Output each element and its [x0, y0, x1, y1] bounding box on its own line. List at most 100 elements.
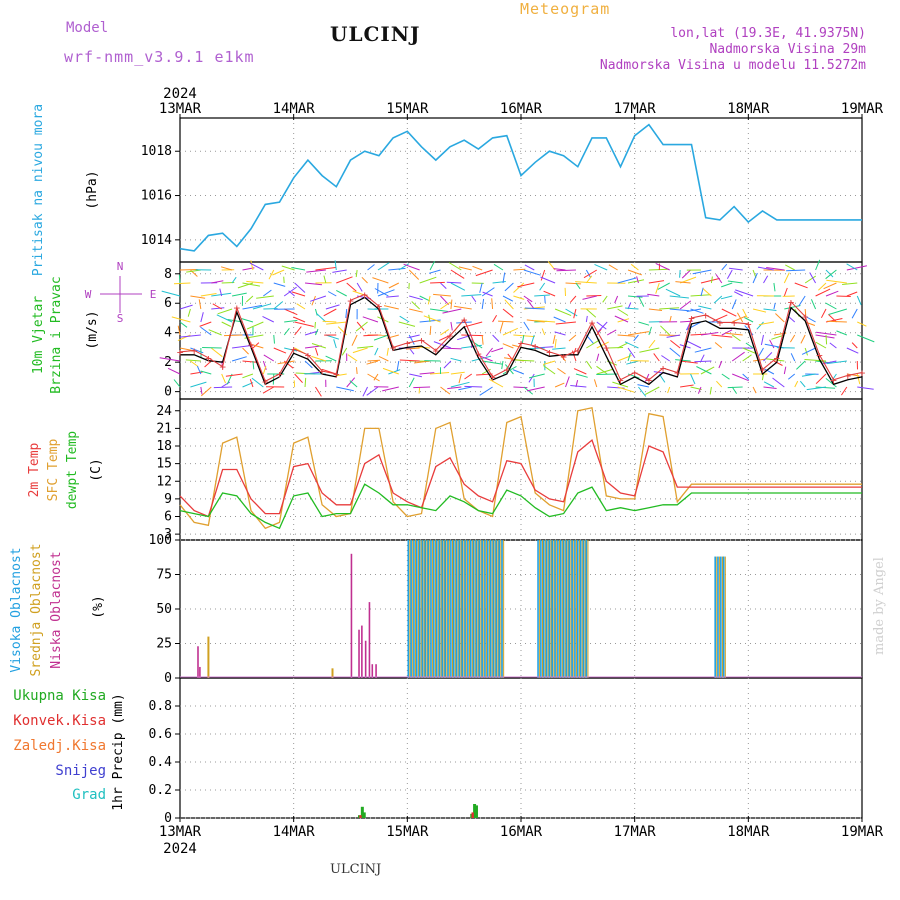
wind-barb: [216, 314, 233, 323]
wind-barb: [475, 269, 493, 277]
wind-barb: [614, 295, 619, 304]
wind-barb: [481, 287, 495, 297]
wind-barb: [296, 303, 306, 310]
high-cloud-ylabel: Visoka Oblacnost: [9, 547, 24, 672]
wind-barb: [763, 308, 777, 311]
wind-barb: [815, 288, 831, 297]
wind-barb: [396, 360, 400, 371]
wind-barb: [857, 321, 867, 327]
wind-barb: [408, 334, 415, 345]
wind-barb: [725, 332, 743, 336]
wind-gust-marker: +: [234, 302, 241, 315]
wind-barb: [787, 373, 796, 380]
wind-barb: [491, 298, 494, 310]
wind-barb: [657, 282, 670, 290]
wind-barb: [521, 334, 525, 344]
wind-ylabel: 10m Vjetar: [31, 296, 46, 374]
wind-barb: [575, 282, 581, 290]
wind-barb: [419, 372, 435, 375]
wind-barb: [856, 373, 861, 385]
wind-gust-marker: +: [674, 366, 681, 379]
wind-gust-marker: +: [844, 369, 851, 382]
wind-barb: [554, 331, 566, 336]
wind-barb: [250, 260, 254, 271]
wind-barb: [568, 334, 577, 342]
wind-gust-marker: +: [646, 374, 653, 387]
wind-barb: [727, 386, 743, 389]
wind-barb: [732, 315, 747, 323]
wind-barb: [464, 373, 473, 380]
wind-barb: [851, 308, 858, 319]
wind-barb: [846, 263, 858, 271]
wind-barb: [818, 282, 827, 291]
wind-barb: [430, 281, 445, 284]
wind-barb: [698, 305, 712, 310]
pressure-frame: [179, 117, 863, 263]
wind-barb: [655, 262, 670, 271]
wind-barb: [633, 334, 639, 342]
wind-barb: [221, 321, 232, 327]
wind-barb: [471, 295, 477, 303]
wind-barb: [179, 269, 198, 271]
wind-barb: [294, 373, 303, 384]
wind-barb: [456, 321, 472, 324]
precip-ytick-label: 0.6: [149, 727, 172, 742]
wind-barb: [565, 376, 570, 388]
wind-barb: [804, 275, 816, 284]
wind-barb: [742, 347, 757, 355]
wind-barb: [336, 289, 347, 297]
wind-gust-marker: +: [631, 366, 638, 379]
wind-barb: [541, 328, 546, 336]
wind-barb: [293, 316, 306, 323]
wind-barb: [273, 347, 287, 354]
wind-barb: [607, 347, 624, 349]
wind-barb: [263, 289, 272, 297]
model-label: Model: [66, 20, 109, 36]
wind-barb: [413, 386, 431, 389]
wind-barb: [476, 373, 493, 376]
footer-location: ULCINJ: [330, 862, 382, 877]
wind-barb: [440, 347, 462, 350]
wind-barb: [573, 308, 577, 319]
wind-barb: [675, 359, 691, 362]
wind-barb: [502, 272, 506, 284]
wind-barb: [479, 386, 493, 396]
wind-barb: [553, 316, 566, 323]
wind-barb: [630, 263, 639, 271]
wind-barb: [479, 282, 483, 293]
wind-barb: [721, 263, 728, 271]
total-precip-bar: [362, 812, 366, 818]
wind-barb: [256, 295, 274, 299]
wind-barb: [491, 347, 504, 353]
wind-barb: [783, 287, 788, 297]
wind-barb: [772, 377, 785, 388]
compass-north: N: [117, 260, 124, 273]
wind-barb: [284, 347, 298, 352]
wind-barb: [816, 331, 837, 336]
wind-barb: [596, 341, 610, 349]
wind-barb: [366, 360, 379, 365]
wind-barb: [822, 360, 837, 365]
wind-barb: [784, 305, 801, 310]
wind-barb: [823, 282, 837, 290]
wind-barb: [448, 262, 462, 271]
wind-barb: [744, 317, 754, 323]
wind-barb: [200, 293, 217, 297]
wind-barb: [639, 347, 660, 353]
wind-barb: [565, 308, 578, 317]
wind-barb: [304, 330, 319, 336]
wind-barb: [523, 295, 533, 303]
wind-barb: [763, 275, 769, 284]
wind-barb: [352, 347, 368, 354]
wind-barb: [669, 347, 681, 357]
wind-barb: [638, 295, 645, 307]
wind-barb: [507, 353, 514, 362]
wind-barb: [241, 318, 254, 323]
wind-barb: [534, 346, 554, 349]
wind-barb: [727, 280, 743, 284]
wind-barb: [438, 334, 452, 342]
wind-barb: [617, 342, 629, 349]
wind-gust-marker: +: [205, 352, 212, 365]
wind-ytick-label: 6: [164, 296, 172, 311]
wind-barb: [826, 360, 847, 365]
